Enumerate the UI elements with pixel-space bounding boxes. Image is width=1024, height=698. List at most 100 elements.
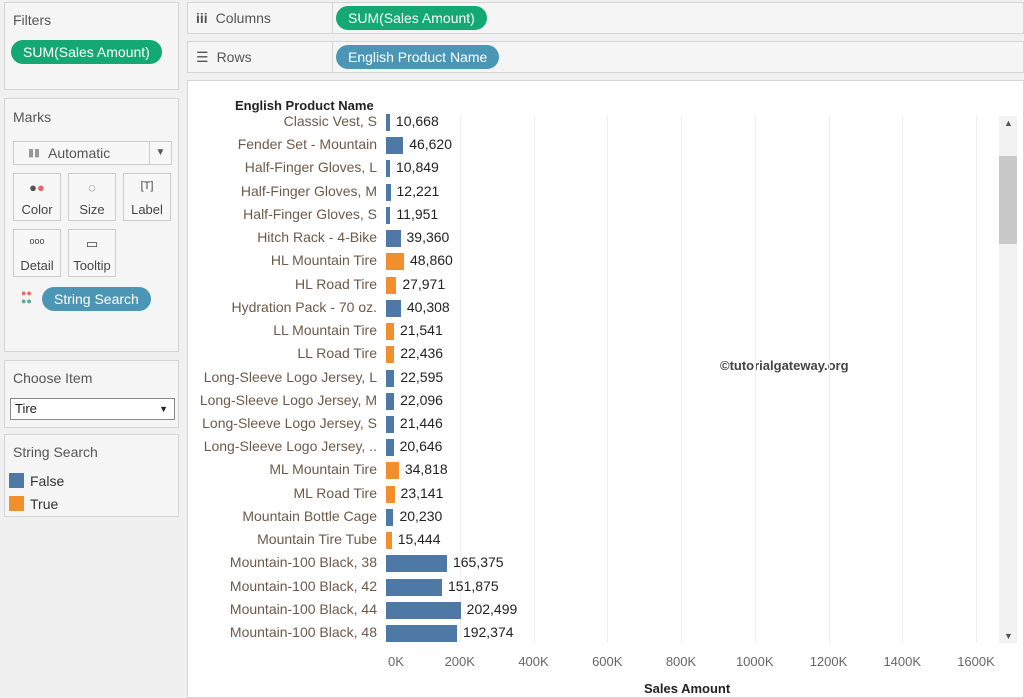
gridline	[976, 116, 977, 643]
bar[interactable]	[386, 415, 394, 433]
columns-icon: iii	[196, 10, 208, 26]
scroll-up-icon[interactable]: ▲	[1004, 118, 1013, 128]
chevron-down-icon: ▼	[149, 142, 171, 164]
scrollbar-thumb[interactable]	[999, 156, 1017, 244]
x-tick-label: 1200K	[809, 654, 848, 669]
legend-item-false[interactable]: False	[9, 473, 64, 489]
gridline	[533, 116, 535, 643]
data-label: 23,141	[400, 484, 444, 501]
bar[interactable]	[386, 276, 397, 294]
bar[interactable]	[386, 555, 447, 573]
chart-view: English Product Name Sales Amount ©tutor…	[187, 80, 1024, 698]
filters-title: Filters	[13, 12, 52, 28]
row-label: LL Road Tire	[297, 345, 377, 362]
gridline	[754, 116, 756, 643]
row-label: Long-Sleeve Logo Jersey, M	[199, 391, 377, 408]
bar[interactable]	[386, 439, 394, 457]
data-label: 22,096	[400, 391, 443, 408]
data-label: 34,818	[404, 461, 448, 478]
rows-icon: ☰	[196, 49, 209, 65]
gridline	[828, 116, 830, 643]
data-label: 12,221	[396, 182, 440, 199]
bar[interactable]	[386, 160, 390, 178]
color-pill-string-search[interactable]: String Search	[42, 287, 151, 311]
tooltip-button[interactable]: ▭ Tooltip	[68, 229, 116, 277]
color-button[interactable]: ●● Color	[13, 173, 61, 221]
gridline	[607, 116, 609, 643]
bar[interactable]	[386, 578, 442, 596]
row-label: ML Mountain Tire	[269, 461, 377, 478]
bar[interactable]	[386, 462, 399, 480]
size-button[interactable]: ◌ Size	[68, 173, 116, 221]
data-label: 22,436	[400, 345, 444, 362]
vertical-scrollbar[interactable]: ▲ ▼	[999, 116, 1017, 643]
watermark: ©tutorialgateway.org	[720, 358, 849, 373]
legend-label: False	[30, 473, 65, 489]
bar[interactable]	[386, 137, 404, 155]
bar[interactable]	[386, 532, 392, 550]
row-label: Mountain Tire Tube	[257, 531, 377, 548]
bar[interactable]	[386, 485, 395, 503]
bar[interactable]	[386, 114, 390, 131]
columns-pill-sales-amount[interactable]: SUM(Sales Amount)	[336, 6, 487, 30]
data-label: 15,444	[397, 531, 441, 548]
label-button[interactable]: [T] Label	[123, 173, 171, 221]
bar[interactable]	[386, 230, 401, 248]
choose-item-select[interactable]: Tire ▼	[10, 398, 175, 420]
bar[interactable]	[386, 369, 395, 387]
data-label: 48,860	[410, 252, 453, 269]
tooltip-label: Tooltip	[73, 258, 111, 273]
row-label: Mountain-100 Black, 42	[229, 577, 377, 594]
bar[interactable]	[386, 253, 405, 271]
row-label: HL Mountain Tire	[270, 252, 377, 269]
filter-pill-sales-amount[interactable]: SUM(Sales Amount)	[11, 40, 162, 64]
color-dots-icon: ●● ●●	[21, 288, 32, 306]
row-label: Half-Finger Gloves, L	[244, 159, 377, 176]
columns-shelf-label: iii Columns	[196, 10, 271, 26]
data-label: 202,499	[466, 600, 518, 617]
x-axis-title: Sales Amount	[644, 681, 731, 696]
rows-pill-product-name[interactable]: English Product Name	[336, 45, 500, 69]
filters-panel: Filters SUM(Sales Amount)	[4, 2, 179, 90]
data-label: 39,360	[406, 229, 450, 246]
bar[interactable]	[386, 323, 394, 341]
rows-shelf-label: ☰ Rows	[196, 49, 252, 66]
choose-item-value: Tire	[15, 401, 37, 416]
detail-label: Detail	[20, 258, 54, 273]
mark-type-select[interactable]: ▮▮ Automatic ▼	[13, 141, 172, 165]
chevron-down-icon: ▼	[159, 404, 168, 414]
bar[interactable]	[386, 508, 394, 526]
bar[interactable]	[386, 299, 401, 317]
legend-swatch	[9, 496, 24, 511]
row-label: Long-Sleeve Logo Jersey, L	[203, 368, 377, 385]
choose-item-panel: Choose Item Tire ▼	[4, 360, 179, 428]
data-label: 151,875	[448, 577, 499, 594]
rows-label: Rows	[216, 49, 252, 65]
detail-button[interactable]: ooo Detail	[13, 229, 61, 277]
data-label: 11,951	[396, 205, 439, 222]
bar[interactable]	[386, 346, 395, 364]
row-label: Long-Sleeve Logo Jersey, ..	[203, 438, 377, 455]
data-label: 20,230	[399, 507, 443, 524]
data-label: 22,595	[400, 368, 444, 385]
label-icon: [T]	[140, 180, 154, 192]
marks-title: Marks	[13, 109, 52, 125]
legend-item-true[interactable]: True	[9, 496, 58, 512]
bar[interactable]	[386, 625, 457, 643]
bar[interactable]	[386, 392, 395, 410]
scroll-down-icon[interactable]: ▼	[1004, 631, 1013, 641]
row-label: ML Road Tire	[293, 484, 377, 501]
columns-shelf[interactable]: iii Columns SUM(Sales Amount)	[187, 2, 1024, 34]
data-label: 27,971	[402, 275, 446, 292]
bar[interactable]	[386, 206, 391, 224]
bar[interactable]	[386, 183, 391, 201]
row-label: Half-Finger Gloves, S	[243, 205, 377, 222]
x-tick-label: 1000K	[735, 654, 774, 669]
row-label: Hydration Pack - 70 oz.	[231, 298, 377, 315]
marks-panel: Marks ▮▮ Automatic ▼ ●● Color ◌ Size [T] La…	[4, 98, 179, 352]
rows-shelf[interactable]: ☰ Rows English Product Name	[187, 41, 1024, 73]
legend-panel: String Search False True	[4, 434, 179, 517]
bar[interactable]	[386, 601, 461, 619]
x-tick-label: 0K	[388, 654, 404, 669]
row-label: Fender Set - Mountain	[237, 136, 377, 153]
